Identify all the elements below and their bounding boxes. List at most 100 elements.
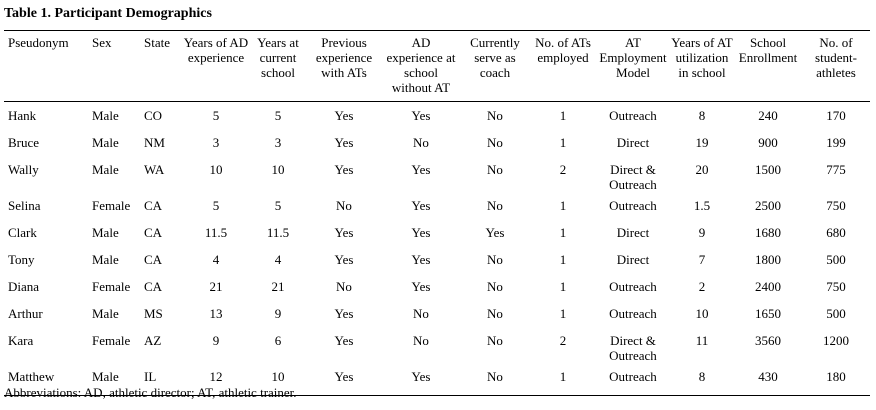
table-cell: No bbox=[336, 198, 352, 213]
table-row: Wally Male WA 10 10 Yes Yes No 2 Direct & Outreac… bbox=[4, 156, 870, 192]
table-cell: WA bbox=[144, 162, 165, 177]
table-cell: 5 bbox=[212, 198, 220, 213]
table-row: Hank Male CO 5 5 Yes Yes No 1 Outreach 8 240 170 bbox=[4, 102, 870, 130]
column-header: School Enrollment bbox=[738, 35, 798, 65]
table-cell: 1 bbox=[559, 279, 567, 294]
table-footnote: Abbreviations: AD, athletic director; AT… bbox=[4, 385, 297, 400]
table-cell: 3 bbox=[212, 135, 220, 150]
table-cell: 1.5 bbox=[693, 198, 711, 213]
table-cell: 6 bbox=[274, 333, 282, 348]
table-cell: 9 bbox=[698, 225, 706, 240]
table-cell: 170 bbox=[826, 108, 846, 123]
table-cell: Female bbox=[92, 333, 131, 348]
table-cell: Yes bbox=[334, 225, 354, 240]
table-cell: 1800 bbox=[755, 252, 781, 267]
table-cell: No bbox=[487, 279, 503, 294]
table-cell: CO bbox=[144, 108, 163, 123]
table-cell: Yes bbox=[334, 252, 354, 267]
table-cell: 10 bbox=[271, 369, 285, 384]
table-cell: No bbox=[413, 135, 429, 150]
table-cell: Outreach bbox=[609, 198, 657, 213]
table-cell: Hank bbox=[8, 108, 37, 123]
table-cell: AZ bbox=[144, 333, 162, 348]
table-cell: Yes bbox=[334, 369, 354, 384]
table-cell: 2 bbox=[698, 279, 706, 294]
table-cell: 5 bbox=[212, 108, 220, 123]
table-cell: Matthew bbox=[8, 369, 55, 384]
table-cell: Yes bbox=[411, 252, 431, 267]
table-row: Diana Female CA 21 21 No Yes No 1 Outreach 2 2400 75… bbox=[4, 273, 870, 300]
column-header: Pseudonym bbox=[8, 35, 69, 50]
table-cell: 10 bbox=[209, 162, 223, 177]
table-cell: Tony bbox=[8, 252, 35, 267]
table-cell: 1 bbox=[559, 198, 567, 213]
table-cell: 11.5 bbox=[204, 225, 228, 240]
table-cell: 10 bbox=[695, 306, 709, 321]
table-row: Matthew Male IL 12 10 Yes Yes No 1 Outreach 8 430 18… bbox=[4, 363, 870, 396]
table-cell: 3 bbox=[274, 135, 282, 150]
table-cell: 5 bbox=[274, 108, 282, 123]
table-cell: 4 bbox=[274, 252, 282, 267]
table-cell: Yes bbox=[485, 225, 505, 240]
table-cell: 500 bbox=[826, 306, 846, 321]
table-cell: 430 bbox=[758, 369, 778, 384]
table-cell: No bbox=[487, 162, 503, 177]
table-cell: 2400 bbox=[755, 279, 781, 294]
table-cell: Male bbox=[92, 306, 119, 321]
table-cell: 7 bbox=[698, 252, 706, 267]
table-cell: 21 bbox=[271, 279, 285, 294]
table-cell: Male bbox=[92, 369, 119, 384]
table-cell: No bbox=[487, 108, 503, 123]
table-cell: Outreach bbox=[609, 279, 657, 294]
table-cell: 9 bbox=[212, 333, 220, 348]
table-row: Arthur Male MS 13 9 Yes No No 1 Outreach 10 1650 500 bbox=[4, 300, 870, 327]
table-cell: 2 bbox=[559, 333, 567, 348]
table-cell: Wally bbox=[8, 162, 39, 177]
table-cell: Direct & Outreach bbox=[609, 162, 657, 192]
table-cell: 20 bbox=[695, 162, 709, 177]
table-cell: 10 bbox=[271, 162, 285, 177]
table-cell: Diana bbox=[8, 279, 40, 294]
table-cell: No bbox=[487, 198, 503, 213]
column-header: No. of ATs employed bbox=[535, 35, 591, 65]
column-header: Years of AD experience bbox=[183, 35, 249, 65]
table-cell: Direct bbox=[616, 252, 650, 267]
table-cell: 500 bbox=[826, 252, 846, 267]
table-cell: No bbox=[413, 333, 429, 348]
table-cell: 2500 bbox=[755, 198, 781, 213]
table-cell: CA bbox=[144, 279, 163, 294]
table-cell: 5 bbox=[274, 198, 282, 213]
table-cell: CA bbox=[144, 225, 163, 240]
header-row: Pseudonym Sex State Years of AD experien… bbox=[4, 30, 870, 102]
column-header: Previous experience with ATs bbox=[315, 35, 373, 80]
table-cell: 11.5 bbox=[266, 225, 290, 240]
table-cell: 240 bbox=[758, 108, 778, 123]
table-row: Clark Male CA 11.5 11.5 Yes Yes Yes 1 Direct 9 1680… bbox=[4, 219, 870, 246]
table-cell: 21 bbox=[209, 279, 223, 294]
table-cell: 12 bbox=[209, 369, 223, 384]
table-cell: Yes bbox=[411, 162, 431, 177]
table-cell: Yes bbox=[334, 162, 354, 177]
table-cell: Male bbox=[92, 108, 119, 123]
table-cell: 9 bbox=[274, 306, 282, 321]
column-header: Sex bbox=[92, 35, 112, 50]
table-cell: 1650 bbox=[755, 306, 781, 321]
table-cell: 3560 bbox=[755, 333, 781, 348]
table-cell: Selina bbox=[8, 198, 41, 213]
table-row: Tony Male CA 4 4 Yes Yes No 1 Direct 7 1800 500 bbox=[4, 246, 870, 273]
table-cell: 750 bbox=[826, 279, 846, 294]
table-cell: 8 bbox=[698, 369, 706, 384]
table-cell: 8 bbox=[698, 108, 706, 123]
table-cell: 1 bbox=[559, 252, 567, 267]
table-cell: Yes bbox=[334, 306, 354, 321]
table-row: Bruce Male NM 3 3 Yes No No 1 Direct 19 900 199 bbox=[4, 129, 870, 156]
table-cell: Male bbox=[92, 162, 119, 177]
table-cell: No bbox=[336, 279, 352, 294]
table-cell: 1200 bbox=[823, 333, 849, 348]
table-cell: MS bbox=[144, 306, 163, 321]
table-cell: 1 bbox=[559, 225, 567, 240]
table-cell: No bbox=[413, 306, 429, 321]
table-cell: No bbox=[487, 252, 503, 267]
table-cell: Kara bbox=[8, 333, 34, 348]
table-cell: No bbox=[487, 333, 503, 348]
